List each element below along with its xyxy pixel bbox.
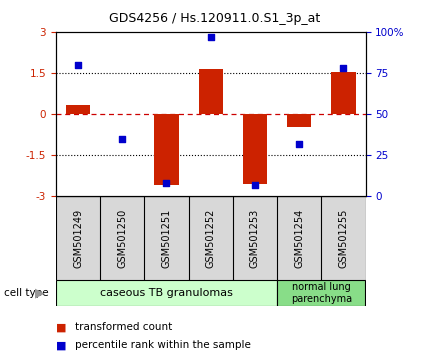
Point (119, 136, 126, 142)
Text: normal lung
parenchyma: normal lung parenchyma (291, 282, 352, 304)
Text: GDS4256 / Hs.120911.0.S1_3p_at: GDS4256 / Hs.120911.0.S1_3p_at (109, 12, 321, 25)
Bar (154, 114, 178, 185)
Text: GSM501254: GSM501254 (294, 209, 304, 268)
Text: transformed count: transformed count (75, 322, 172, 332)
Text: percentile rank within the sample: percentile rank within the sample (75, 340, 251, 350)
Text: ■: ■ (56, 322, 70, 332)
Text: GSM501253: GSM501253 (250, 209, 260, 268)
Text: GSM501251: GSM501251 (162, 209, 172, 268)
Text: GSM501250: GSM501250 (117, 209, 127, 268)
Point (340, 65, 347, 71)
Bar (287, 114, 311, 126)
Text: ▶: ▶ (35, 286, 45, 299)
Text: GSM501252: GSM501252 (206, 209, 216, 268)
Text: cell type: cell type (4, 288, 49, 298)
Point (74, 62, 81, 68)
Bar (66, 104, 90, 114)
Bar (56, 280, 277, 306)
Point (163, 181, 170, 186)
Text: GSM501255: GSM501255 (338, 209, 348, 268)
Bar (331, 72, 356, 114)
Bar (243, 114, 267, 184)
Point (252, 182, 258, 188)
Text: ■: ■ (56, 340, 70, 350)
Point (296, 141, 303, 147)
Bar (199, 69, 223, 114)
Text: caseous TB granulomas: caseous TB granulomas (100, 288, 233, 298)
Bar (277, 280, 366, 306)
Point (207, 34, 214, 40)
Text: GSM501249: GSM501249 (73, 209, 83, 268)
